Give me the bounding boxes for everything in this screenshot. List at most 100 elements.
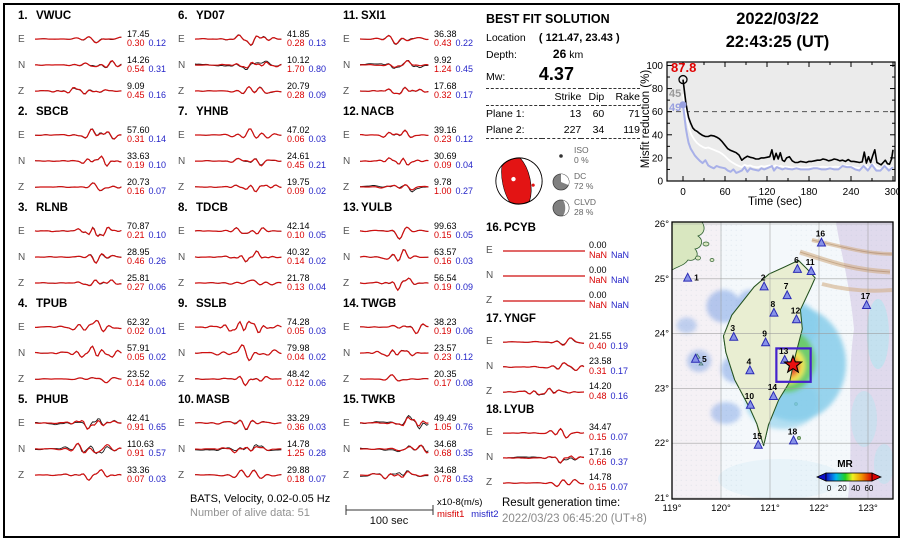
component-label: N	[18, 251, 26, 263]
station-triangle-marker	[745, 399, 756, 409]
misfit2-value: 0.04	[308, 282, 327, 292]
misfit1-value: 0.45	[287, 160, 305, 170]
station-number-label: 4	[747, 356, 752, 366]
depth-unit: km	[569, 49, 584, 61]
component-label: Z	[178, 181, 185, 193]
waveform-trace	[35, 36, 122, 44]
peak-amplitude-value: 30.69	[434, 150, 457, 161]
station-name: YNGF	[504, 313, 536, 325]
component-row: E 62.32 0.02 0.01	[18, 314, 176, 340]
lon-tick-label: 121°	[760, 503, 780, 514]
lat-tick-label: 26°	[655, 219, 670, 230]
misfit2-value: 0.02	[308, 352, 327, 362]
epicenter-star	[783, 354, 804, 374]
station-number: 16.	[486, 222, 502, 234]
component-label: E	[18, 129, 25, 141]
misfit2-value: NaN	[611, 249, 630, 260]
misfit2-value: 0.80	[308, 64, 327, 74]
station-number-label: 3	[730, 323, 735, 333]
component-row: E 39.16 0.23 0.12	[343, 122, 501, 148]
component-row: Z 19.75 0.09 0.02	[178, 174, 336, 200]
component-label: N	[486, 270, 494, 281]
station-block: 11. SXI1 E 36.38 0.43 0.22 N 9.92 1.24 0.45 Z 17.68…	[343, 10, 501, 106]
waveform-trace	[359, 226, 429, 240]
peak-amplitude-value: 47.02	[287, 124, 310, 135]
misfit1-value: 0.06	[287, 134, 305, 144]
station-number: 13.	[343, 202, 359, 214]
y-tick-label: 20	[652, 153, 664, 164]
misfit1-value: NaN	[589, 299, 608, 310]
misfit1-value: 1.25	[287, 448, 305, 458]
station-name: VWUC	[36, 10, 72, 22]
misfit1-value: 0.43	[434, 38, 452, 48]
solution-mw-row: Mw: 4.37	[486, 64, 640, 85]
component-row: N 79.98 0.04 0.02	[178, 340, 336, 366]
misfit1-value: 0.09	[434, 160, 452, 170]
peak-amplitude-value: 39.16	[434, 124, 457, 135]
misfit2-value: 0.01	[148, 326, 167, 336]
waveform-trace	[35, 376, 122, 384]
station-triangle-marker	[861, 299, 872, 310]
component-label: E	[178, 225, 185, 237]
station-triangle-marker	[682, 272, 693, 282]
y-tick-label: 80	[652, 84, 664, 95]
peak-amplitude-value: 33.29	[287, 412, 310, 423]
component-row: Z 0.00 NaN NaN	[486, 288, 644, 313]
misfit1-value: 0.36	[287, 422, 305, 432]
station-header: 14. TWGB	[343, 298, 501, 314]
misfit2-value: 0.31	[148, 64, 167, 74]
station-block: 13. YULB E 99.63 0.15 0.05 N 63.57 0.16 0.03 Z 56.5…	[343, 202, 501, 298]
waveform-trace	[34, 182, 122, 192]
waveform-trace	[360, 470, 429, 480]
component-label: Z	[18, 373, 25, 385]
amplitude-and-misfit-values: 14.20 0.48 0.16	[589, 381, 637, 401]
component-label: Z	[178, 85, 185, 97]
waveform-trace	[503, 249, 585, 252]
peak-amplitude-value: 40.32	[287, 246, 310, 257]
peak-amplitude-value: 62.32	[127, 316, 150, 327]
station-triangle-marker	[760, 336, 771, 347]
station-number: 4.	[18, 298, 28, 310]
misfit1-value: 0.46	[127, 256, 145, 266]
waveform-trace	[194, 444, 282, 454]
amplitude-and-misfit-values: 23.57 0.23 0.12	[434, 343, 482, 363]
misfit2-value: 0.53	[455, 474, 474, 484]
misfit-annotation: 45	[669, 88, 681, 100]
misfit2-value: 0.07	[308, 474, 327, 484]
misfit1-value: 0.18	[287, 474, 305, 484]
station-header: 6. YD07	[178, 10, 336, 26]
misfit1-value: 0.09	[287, 186, 305, 196]
amplitude-and-misfit-values: 34.47 0.15 0.07	[589, 422, 637, 442]
misfit2-value: 0.10	[148, 230, 167, 240]
decomposition-iso: ISO 0 %	[552, 145, 589, 165]
station-number: 6.	[178, 10, 188, 22]
x-tick-label: 180	[801, 187, 818, 198]
waveform-trace	[194, 184, 282, 193]
component-row: Z 33.36 0.07 0.03	[18, 462, 176, 488]
waveform-trace	[359, 444, 429, 454]
component-row: Z 17.68 0.32 0.17	[343, 78, 501, 104]
misfit2-value: 0.04	[455, 160, 474, 170]
station-header: 17. YNGF	[486, 313, 644, 329]
y-tick-label: 0	[657, 177, 663, 188]
station-block: 3. RLNB E 70.87 0.21 0.10 N 28.95 0.46 0.26 Z 25.81…	[18, 202, 176, 298]
misfit2-value: NaN	[611, 274, 630, 285]
component-label: E	[343, 225, 350, 237]
misfit-series-lavender	[682, 104, 894, 174]
lon-tick-label: 119°	[663, 503, 682, 514]
station-number: 17.	[486, 313, 502, 325]
dc-value: 72 %	[574, 180, 594, 191]
waveform-trace	[503, 336, 585, 346]
misfit1-value: 0.28	[287, 38, 305, 48]
peak-amplitude-value: 0.00	[589, 240, 607, 250]
component-row: N 14.78 1.25 0.28	[178, 436, 336, 462]
waveform-trace	[35, 86, 122, 95]
misfit1-value: 0.19	[434, 326, 452, 336]
time-scale-bar: 100 sec	[345, 505, 434, 527]
waveform-trace	[359, 60, 429, 69]
amplitude-and-misfit-values: 41.85 0.28 0.13	[287, 29, 335, 49]
station-number-label: 1	[694, 273, 699, 283]
misfit1-value: 0.04	[287, 352, 305, 362]
component-row: Z 56.54 0.19 0.09	[343, 270, 501, 296]
